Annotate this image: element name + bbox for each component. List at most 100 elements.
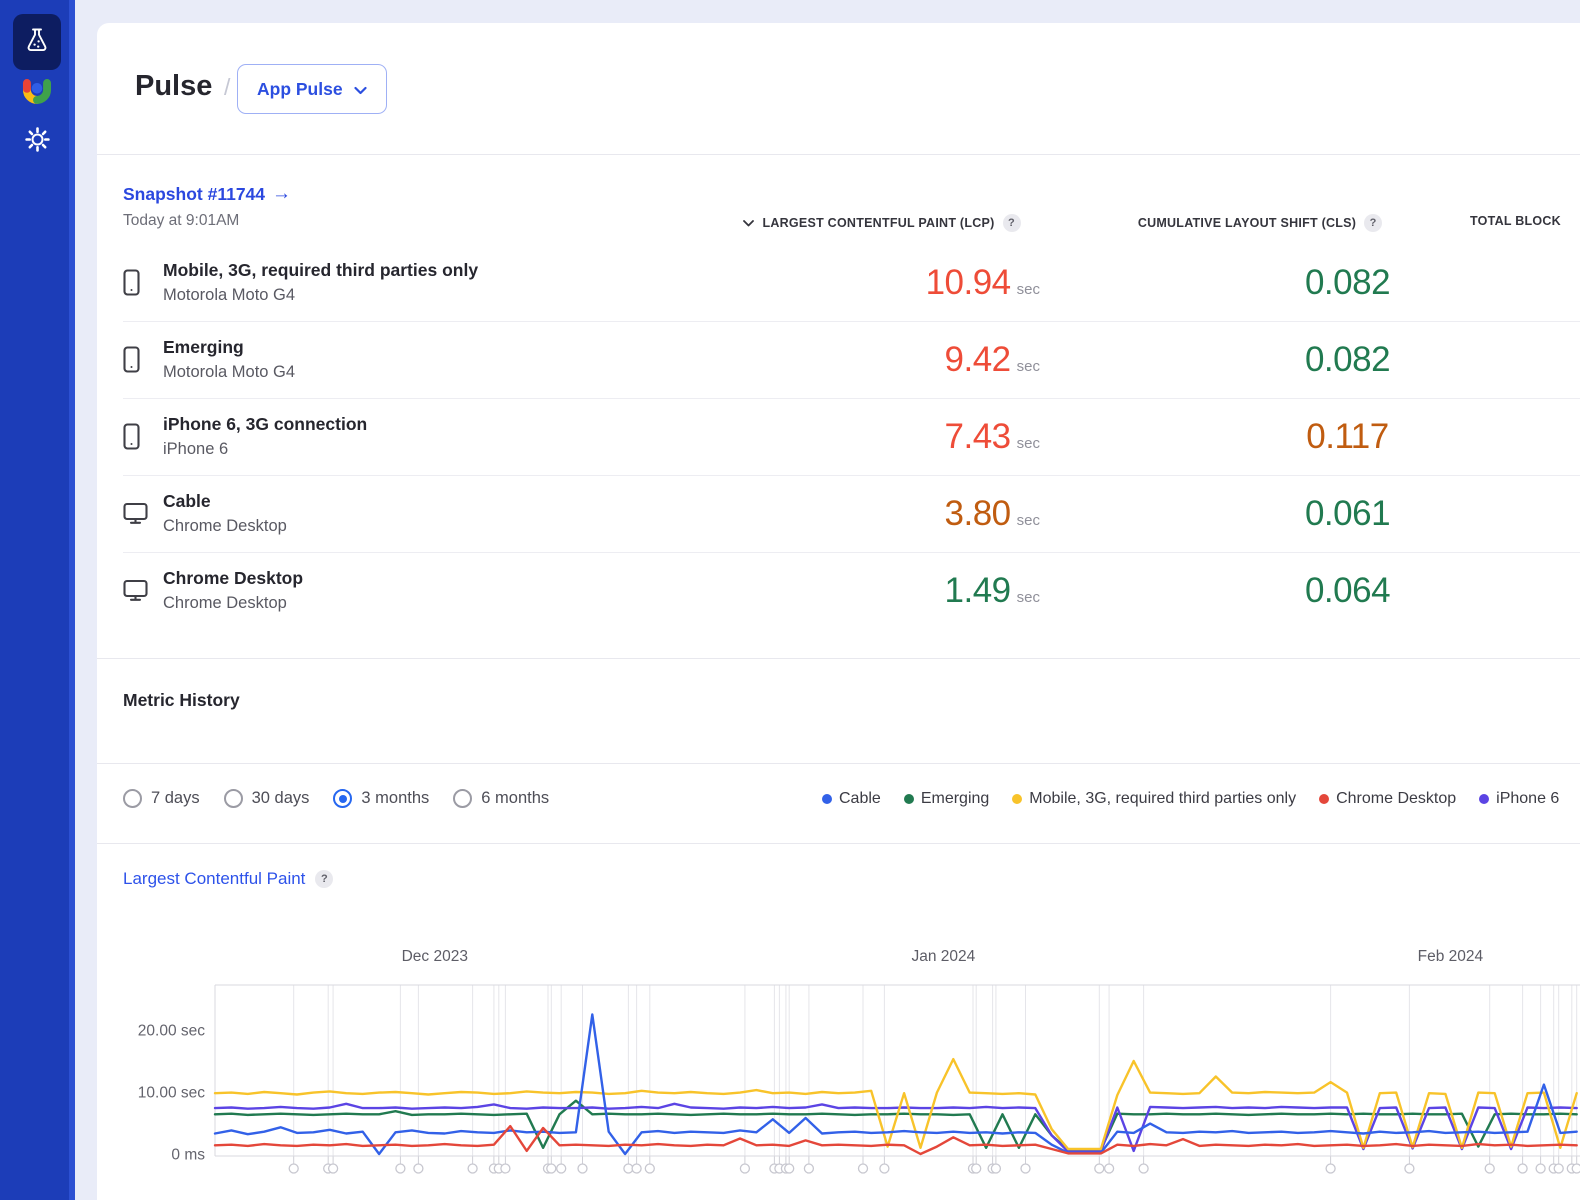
sidebar-item-lab[interactable] [13,14,61,70]
lcp-value: 7.43 [945,417,1011,457]
range-label: 6 months [481,789,549,808]
legend-dot-icon [1012,794,1022,804]
table-row[interactable]: Emerging Motorola Moto G4 9.42 sec 0.082 [97,321,1580,398]
date-range-radio-group: 7 days 30 days 3 months 6 months [123,789,549,808]
table-row[interactable]: Mobile, 3G, required third parties only … [97,244,1580,321]
section-divider [97,763,1580,764]
chart-legend: Cable Emerging Mobile, 3G, required thir… [822,788,1559,810]
test-profile-device: Motorola Moto G4 [163,283,478,307]
lcp-unit: sec [1017,358,1040,375]
snapshot-timestamp: Today at 9:01AM [123,212,239,230]
cls-value: 0.082 [1240,244,1455,321]
column-header-tbt-label: TOTAL BLOCK [1470,214,1561,228]
test-profile-title: Chrome Desktop [163,566,303,591]
test-profile-device: Motorola Moto G4 [163,360,295,384]
test-profile-title: Emerging [163,335,295,360]
range-option-7-days[interactable]: 7 days [123,789,200,808]
cls-value: 0.064 [1240,552,1455,629]
svg-text:Feb 2024: Feb 2024 [1418,948,1484,965]
legend-dot-icon [1319,794,1329,804]
mobile-icon [123,398,140,475]
range-option-3-months[interactable]: 3 months [333,789,429,808]
app-logo [19,74,55,115]
chart-title-label: Largest Contentful Paint [123,869,305,889]
section-divider [97,843,1580,844]
lcp-value-cell: 10.94 sec [840,244,1040,321]
test-profile-title: Cable [163,489,287,514]
project-selector-button[interactable]: App Pulse [237,64,387,114]
range-option-6-months[interactable]: 6 months [453,789,549,808]
legend-label: Cable [839,790,881,808]
test-profile-device: iPhone 6 [163,437,367,461]
table-row[interactable]: Cable Chrome Desktop 3.80 sec 0.061 [97,475,1580,552]
svg-text:Jan 2024: Jan 2024 [912,948,976,965]
legend-item-emerging[interactable]: Emerging [904,790,989,808]
lcp-unit: sec [1017,512,1040,529]
test-profile: Cable Chrome Desktop [163,475,287,552]
radio-icon[interactable] [224,789,243,808]
column-header-lcp[interactable]: LARGEST CONTENTFUL PAINT (LCP) ? [712,214,1052,232]
lcp-history-chart[interactable]: 0 ms 10.00 sec 20.00 sec Dec 2023 Jan 2024 Fe… [0,930,1580,1200]
header-divider [97,154,1580,155]
column-header-cls-label: CUMULATIVE LAYOUT SHIFT (CLS) [1138,216,1356,230]
test-profile: iPhone 6, 3G connection iPhone 6 [163,398,367,475]
sidebar-item-settings[interactable] [13,114,61,170]
legend-dot-icon [822,794,832,804]
snapshot-link-label: Snapshot #11744 [123,184,265,205]
legend-dot-icon [904,794,914,804]
legend-item-iphone-6[interactable]: iPhone 6 [1479,790,1559,808]
radio-icon[interactable] [453,789,472,808]
chart-title-link[interactable]: Largest Contentful Paint ? [123,869,333,889]
test-profile: Mobile, 3G, required third parties only … [163,244,478,321]
test-profile-device: Chrome Desktop [163,591,303,615]
legend-label: iPhone 6 [1496,790,1559,808]
legend-item-cable[interactable]: Cable [822,790,881,808]
cls-value: 0.061 [1240,475,1455,552]
arrow-right-icon: → [272,183,291,205]
legend-item-chrome-desktop[interactable]: Chrome Desktop [1319,790,1456,808]
range-option-30-days[interactable]: 30 days [224,789,310,808]
legend-label: Emerging [921,790,989,808]
radio-selected-icon[interactable] [333,789,352,808]
settings-gear-icon [24,126,51,158]
metric-history-title: Metric History [123,690,240,711]
column-header-tbt[interactable]: TOTAL BLOCK [1470,214,1561,228]
snapshot-link[interactable]: Snapshot #11744 → [123,183,291,205]
lcp-unit: sec [1017,589,1040,606]
svg-text:Dec 2023: Dec 2023 [402,948,468,965]
lcp-value: 3.80 [945,494,1011,534]
lcp-value-cell: 7.43 sec [840,398,1040,475]
test-profile-title: iPhone 6, 3G connection [163,412,367,437]
lcp-value-cell: 1.49 sec [840,552,1040,629]
svg-text:10.00 sec: 10.00 sec [138,1085,205,1102]
column-header-cls[interactable]: CUMULATIVE LAYOUT SHIFT (CLS) ? [1105,214,1415,232]
lcp-value: 10.94 [926,263,1011,303]
breadcrumb-separator: / [224,74,230,101]
svg-text:20.00 sec: 20.00 sec [138,1023,205,1040]
lcp-unit: sec [1017,435,1040,452]
lcp-unit: sec [1017,281,1040,298]
desktop-icon [123,475,148,552]
legend-item-mobile-3g[interactable]: Mobile, 3G, required third parties only [1012,790,1296,808]
cls-value: 0.117 [1240,398,1455,475]
radio-icon[interactable] [123,789,142,808]
lcp-value-cell: 3.80 sec [840,475,1040,552]
test-profile: Emerging Motorola Moto G4 [163,321,295,398]
help-icon[interactable]: ? [1003,214,1021,232]
legend-label: Mobile, 3G, required third parties only [1029,790,1296,808]
range-label: 30 days [252,789,310,808]
table-row[interactable]: iPhone 6, 3G connection iPhone 6 7.43 se… [97,398,1580,475]
help-icon[interactable]: ? [1364,214,1382,232]
range-label: 7 days [151,789,200,808]
lcp-value-cell: 9.42 sec [840,321,1040,398]
help-icon[interactable]: ? [315,870,333,888]
svg-text:0 ms: 0 ms [171,1147,205,1164]
mobile-icon [123,321,140,398]
desktop-icon [123,552,148,629]
lcp-value: 9.42 [945,340,1011,380]
legend-dot-icon [1479,794,1489,804]
page-title: Pulse [135,70,212,103]
table-row[interactable]: Chrome Desktop Chrome Desktop 1.49 sec 0… [97,552,1580,629]
range-label: 3 months [361,789,429,808]
column-header-lcp-label: LARGEST CONTENTFUL PAINT (LCP) [762,216,994,230]
